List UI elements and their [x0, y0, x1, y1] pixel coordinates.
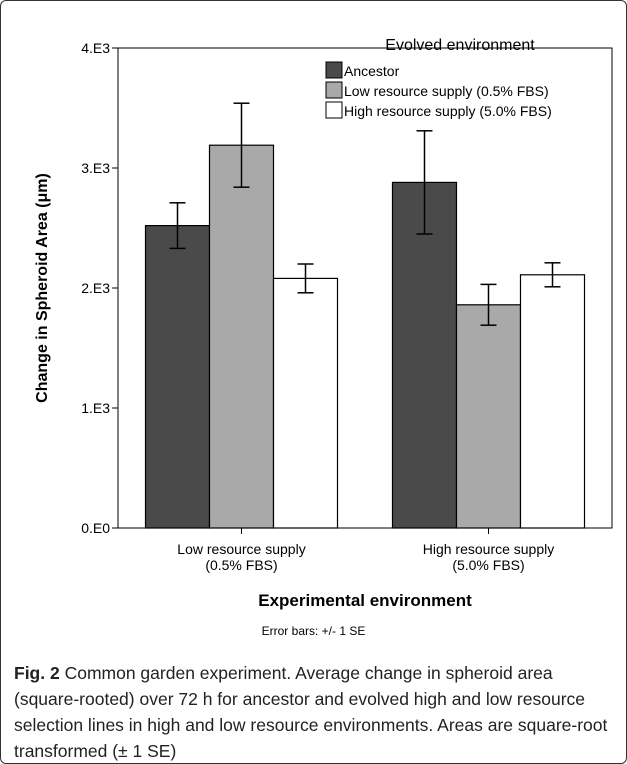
legend-label: High resource supply (5.0% FBS): [344, 103, 552, 119]
legend-swatch: [325, 61, 343, 79]
bar: [144, 225, 211, 529]
bar: [455, 304, 522, 529]
y-tick-label: 4.E3: [81, 40, 110, 56]
legend-label: Ancestor: [344, 63, 400, 79]
bar: [519, 274, 586, 529]
caption-label: Fig. 2: [14, 663, 60, 683]
legend-swatch: [325, 101, 343, 119]
x-tick-label: High resource supply (5.0% FBS): [423, 541, 555, 573]
caption-text: Common garden experiment. Average change…: [14, 663, 608, 761]
legend-title: Evolved environment: [385, 37, 535, 54]
bar-chart: 0.E0 1.E3 2.E3 3.E3 4.E3 Change in Spheroid A…: [34, 37, 613, 610]
y-tick-label: 0.E0: [81, 520, 110, 536]
y-tick-label: 3.E3: [81, 160, 110, 176]
bar: [272, 277, 339, 529]
figure-caption: Fig. 2 Common garden experiment. Average…: [14, 660, 614, 764]
error-bar-note: Error bars: +/- 1 SE: [261, 624, 366, 638]
x-axis-label: Experimental environment: [258, 591, 472, 610]
bar: [208, 144, 275, 529]
legend-swatch: [325, 81, 343, 99]
y-tick-label: 2.E3: [81, 280, 110, 296]
y-tick-label: 1.E3: [81, 400, 110, 416]
y-axis-label: Change in Spheroid Area (μm): [34, 173, 51, 403]
x-tick-label: Low resource supply (0.5% FBS): [177, 541, 305, 573]
legend-label: Low resource supply (0.5% FBS): [344, 83, 549, 99]
